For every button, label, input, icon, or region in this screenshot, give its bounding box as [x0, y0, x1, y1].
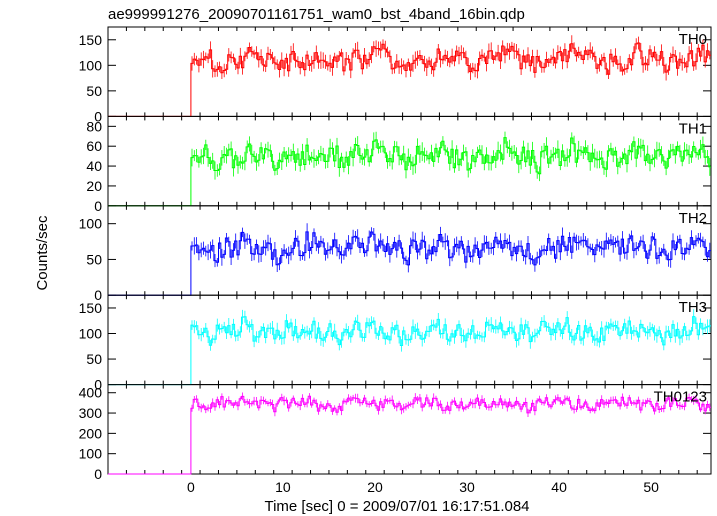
y-tick-label: 100: [79, 446, 103, 462]
x-tick-label: 20: [367, 479, 383, 495]
panel-th1: 0 20 40 60 80 TH1: [86, 115, 712, 214]
y-tick-label: 20: [86, 178, 102, 194]
y-tick-label: 0: [94, 108, 102, 124]
x-tick-label: 10: [275, 479, 291, 495]
x-tick-label: 30: [459, 479, 475, 495]
series-line-th1: [108, 137, 711, 207]
series-label-th3: TH3: [679, 299, 707, 316]
panel-th0: 0 50 100 150 TH0: [79, 26, 712, 124]
series-label-th0: TH0: [679, 31, 707, 48]
y-tick-label: 50: [86, 351, 102, 367]
x-tick-label: 40: [551, 479, 567, 495]
x-tick-label: 50: [643, 479, 659, 495]
y-tick-label: 100: [79, 216, 103, 232]
series-label-th1: TH1: [679, 120, 707, 137]
y-tick-label: 80: [86, 118, 102, 134]
y-tick-label: 50: [86, 251, 102, 267]
y-tick-label: 0: [94, 466, 102, 482]
series-label-th2: TH2: [679, 210, 707, 227]
series-line-th3: [108, 316, 711, 386]
series-errorbars-th2: [191, 223, 711, 273]
y-tick-label: 0: [94, 287, 102, 303]
y-tick-label: 300: [79, 405, 103, 421]
y-tick-label: 0: [94, 198, 102, 214]
y-tick-label: 200: [79, 425, 103, 441]
y-tick-label: 60: [86, 138, 102, 154]
series-label-th0123: TH0123: [654, 389, 707, 406]
panel-th2: 0 50 100 TH2: [79, 205, 712, 303]
y-tick-label: 150: [79, 300, 103, 316]
series-line-th0: [108, 42, 711, 117]
x-tick-label: 0: [187, 479, 195, 495]
panel-th0123: 0 100 200 300 400 TH0123: [79, 384, 712, 482]
y-tick-label: 40: [86, 158, 102, 174]
panel-frame: [107, 26, 712, 117]
y-tick-label: 150: [79, 32, 103, 48]
y-tick-label: 100: [79, 57, 103, 73]
panel-th3: 0 50 100 150 TH3: [79, 294, 712, 393]
series-line-th0123: [108, 395, 711, 475]
y-tick-label: 400: [79, 385, 103, 401]
series-line-th2: [108, 231, 711, 296]
panel-frame: [107, 384, 712, 475]
y-tick-label: 100: [79, 326, 103, 342]
series-errorbars-th3: [191, 309, 711, 352]
y-axis-label: Counts/sec: [34, 215, 51, 291]
y-tick-label: 0: [94, 377, 102, 393]
x-axis-label: Time [sec] 0 = 2009/07/01 16:17:51.084: [264, 498, 529, 515]
chart-title: ae999991276_20090701161751_wam0_bst_4ban…: [108, 6, 525, 23]
y-tick-label: 50: [86, 83, 102, 99]
